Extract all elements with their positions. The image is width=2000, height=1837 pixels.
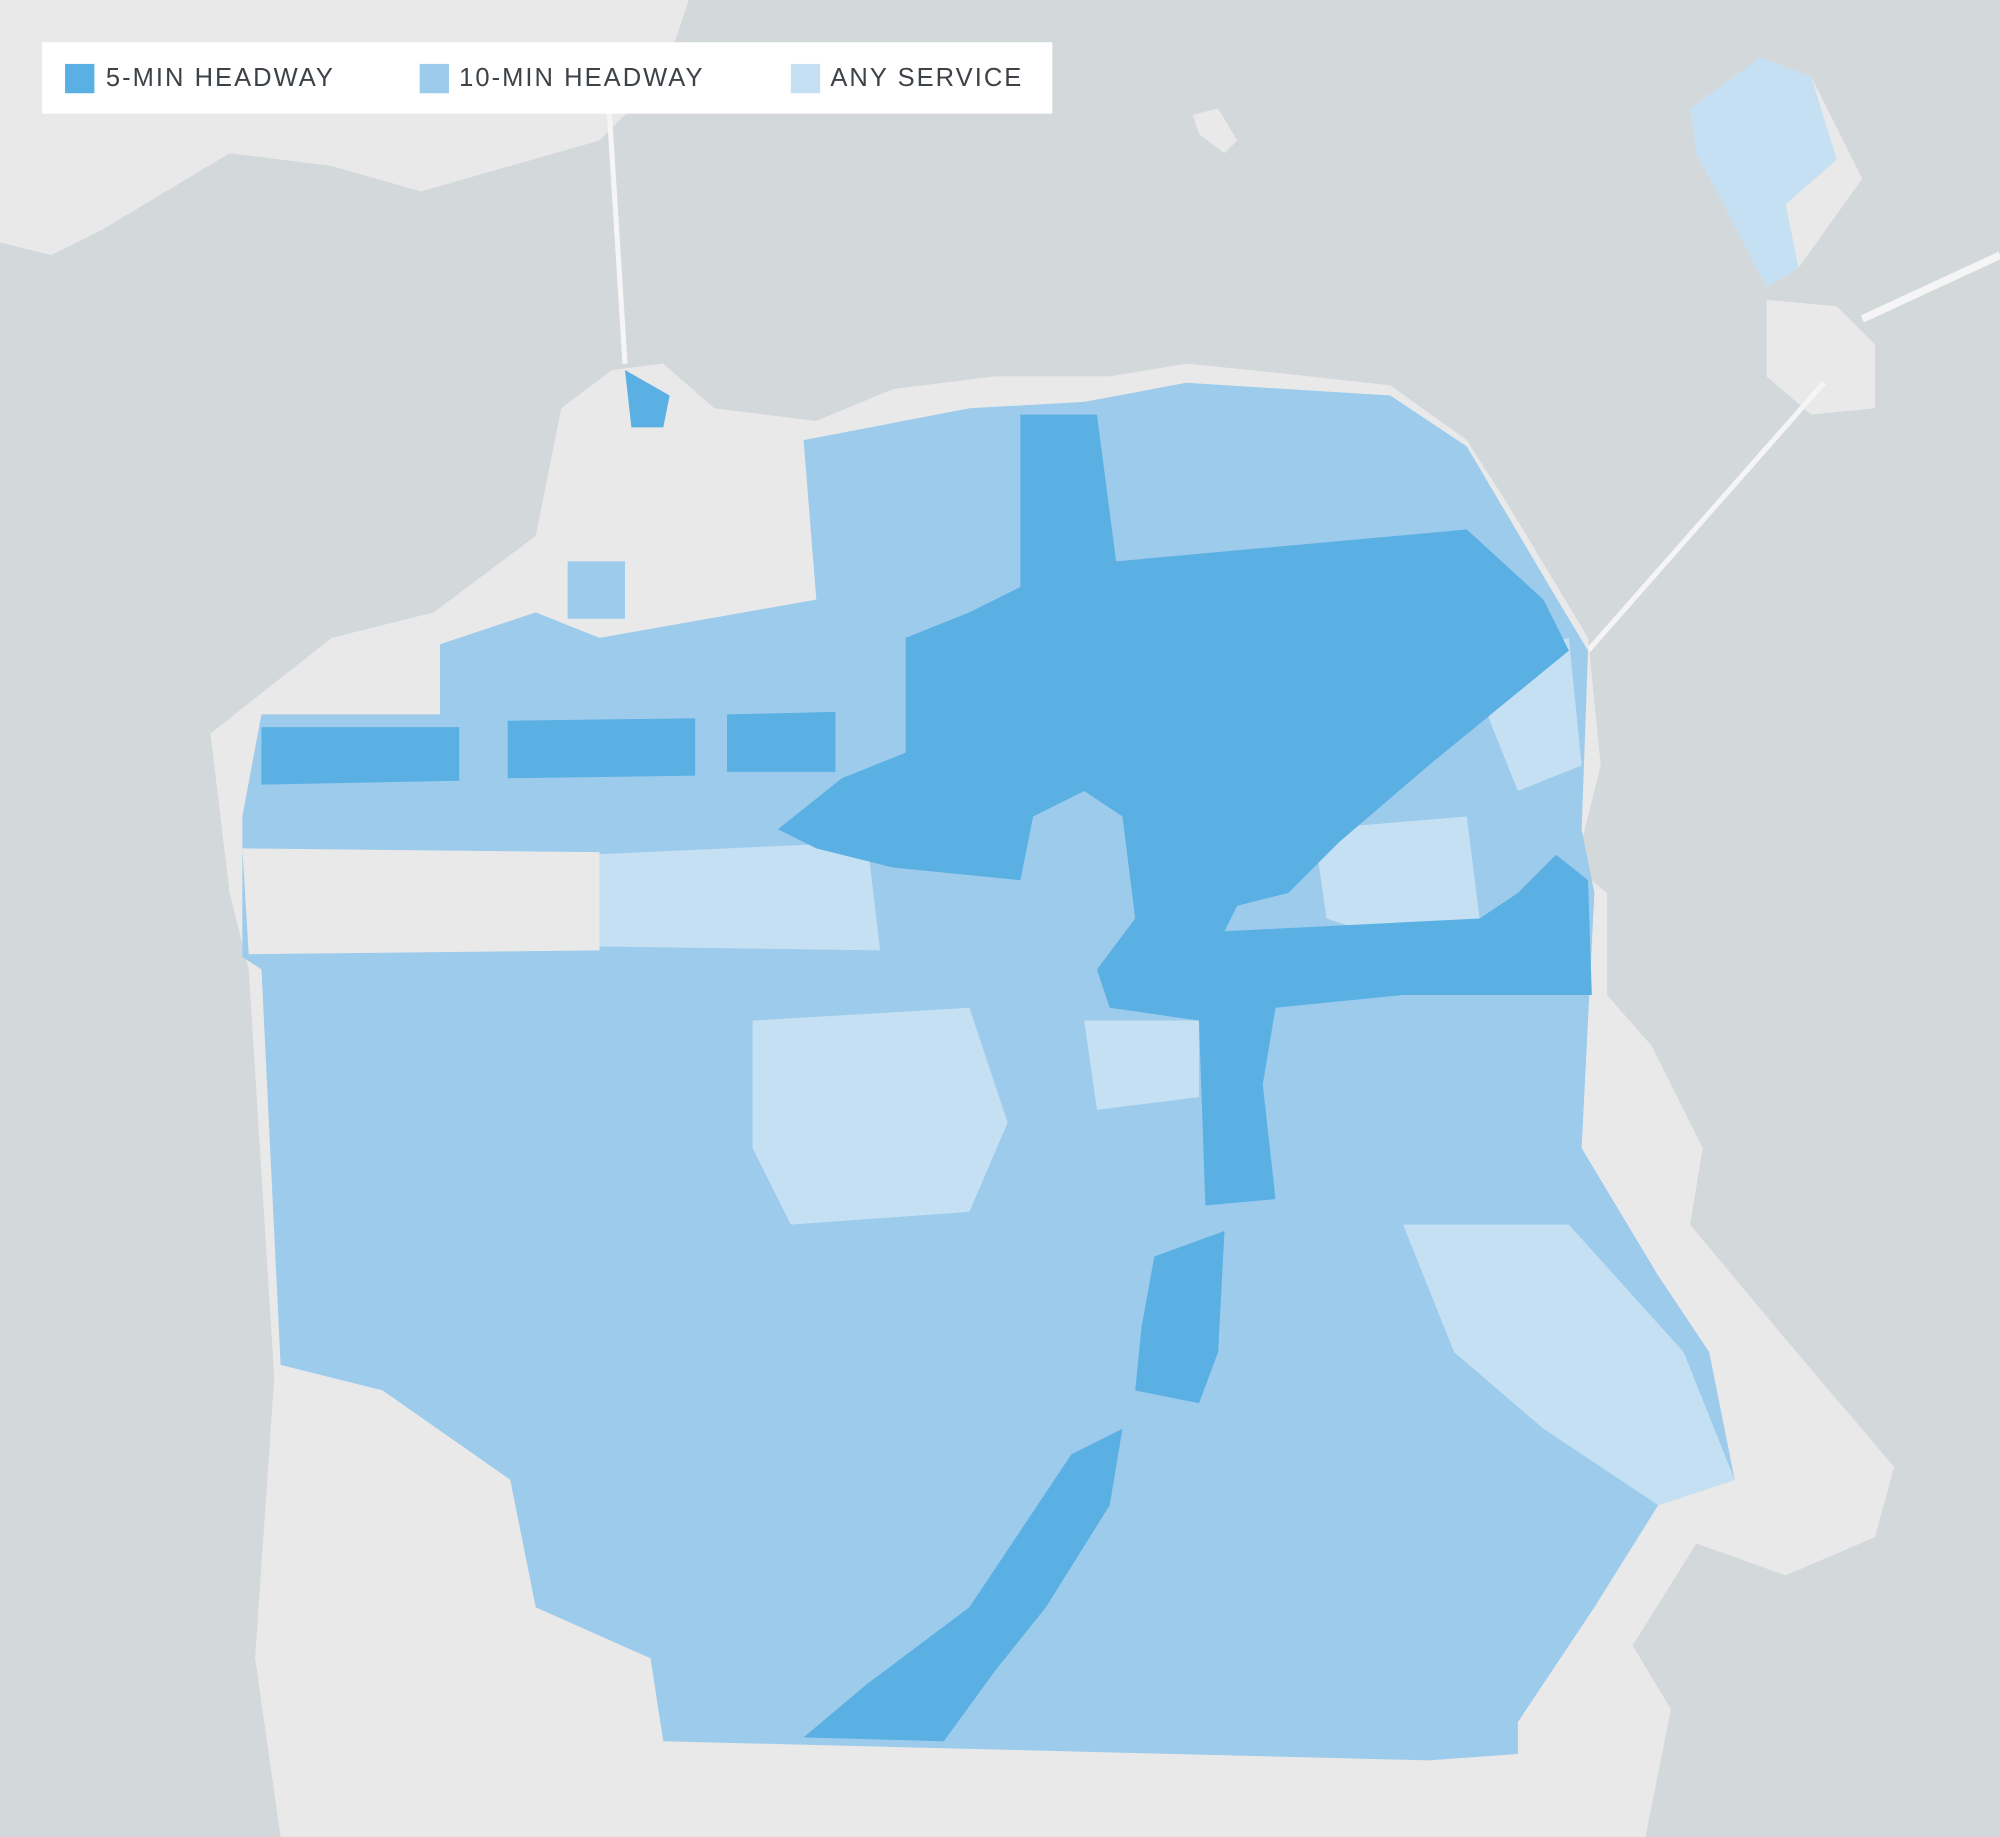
bridge	[1860, 251, 2000, 323]
legend-label: 5-MIN HEADWAY	[106, 64, 335, 92]
land-alcatraz	[1192, 108, 1238, 154]
legend: 5-MIN HEADWAY 10-MIN HEADWAY ANY SERVICE	[42, 42, 1053, 114]
legend-label: 10-MIN HEADWAY	[459, 64, 704, 92]
legend-swatch	[419, 63, 449, 94]
land-island	[1766, 299, 1875, 415]
park	[242, 848, 600, 955]
coverage-any	[586, 57, 1837, 1506]
coverage-any	[1084, 1020, 1199, 1110]
coverage-5min	[507, 718, 696, 779]
coverage-any	[1403, 1224, 1735, 1506]
coverage-5min	[261, 727, 460, 785]
legend-swatch	[790, 63, 821, 94]
coverage-5min	[778, 414, 1592, 1206]
coverage-5min	[727, 711, 836, 772]
legend-label: ANY SERVICE	[830, 64, 1023, 92]
bridge	[604, 76, 628, 364]
bridge	[1586, 381, 1826, 653]
coverage-5min	[803, 1428, 1123, 1742]
coverage-5min	[261, 370, 1592, 1742]
coverage-5min	[625, 370, 670, 428]
coverage-5min	[1135, 1231, 1225, 1404]
legend-swatch	[65, 63, 95, 94]
legend-box	[42, 42, 1053, 114]
coverage-any	[1313, 816, 1480, 945]
coverage-any	[1690, 57, 1837, 288]
coverage-any	[752, 1007, 1008, 1225]
coverage-10min	[567, 561, 625, 619]
coverage-any	[586, 841, 881, 951]
